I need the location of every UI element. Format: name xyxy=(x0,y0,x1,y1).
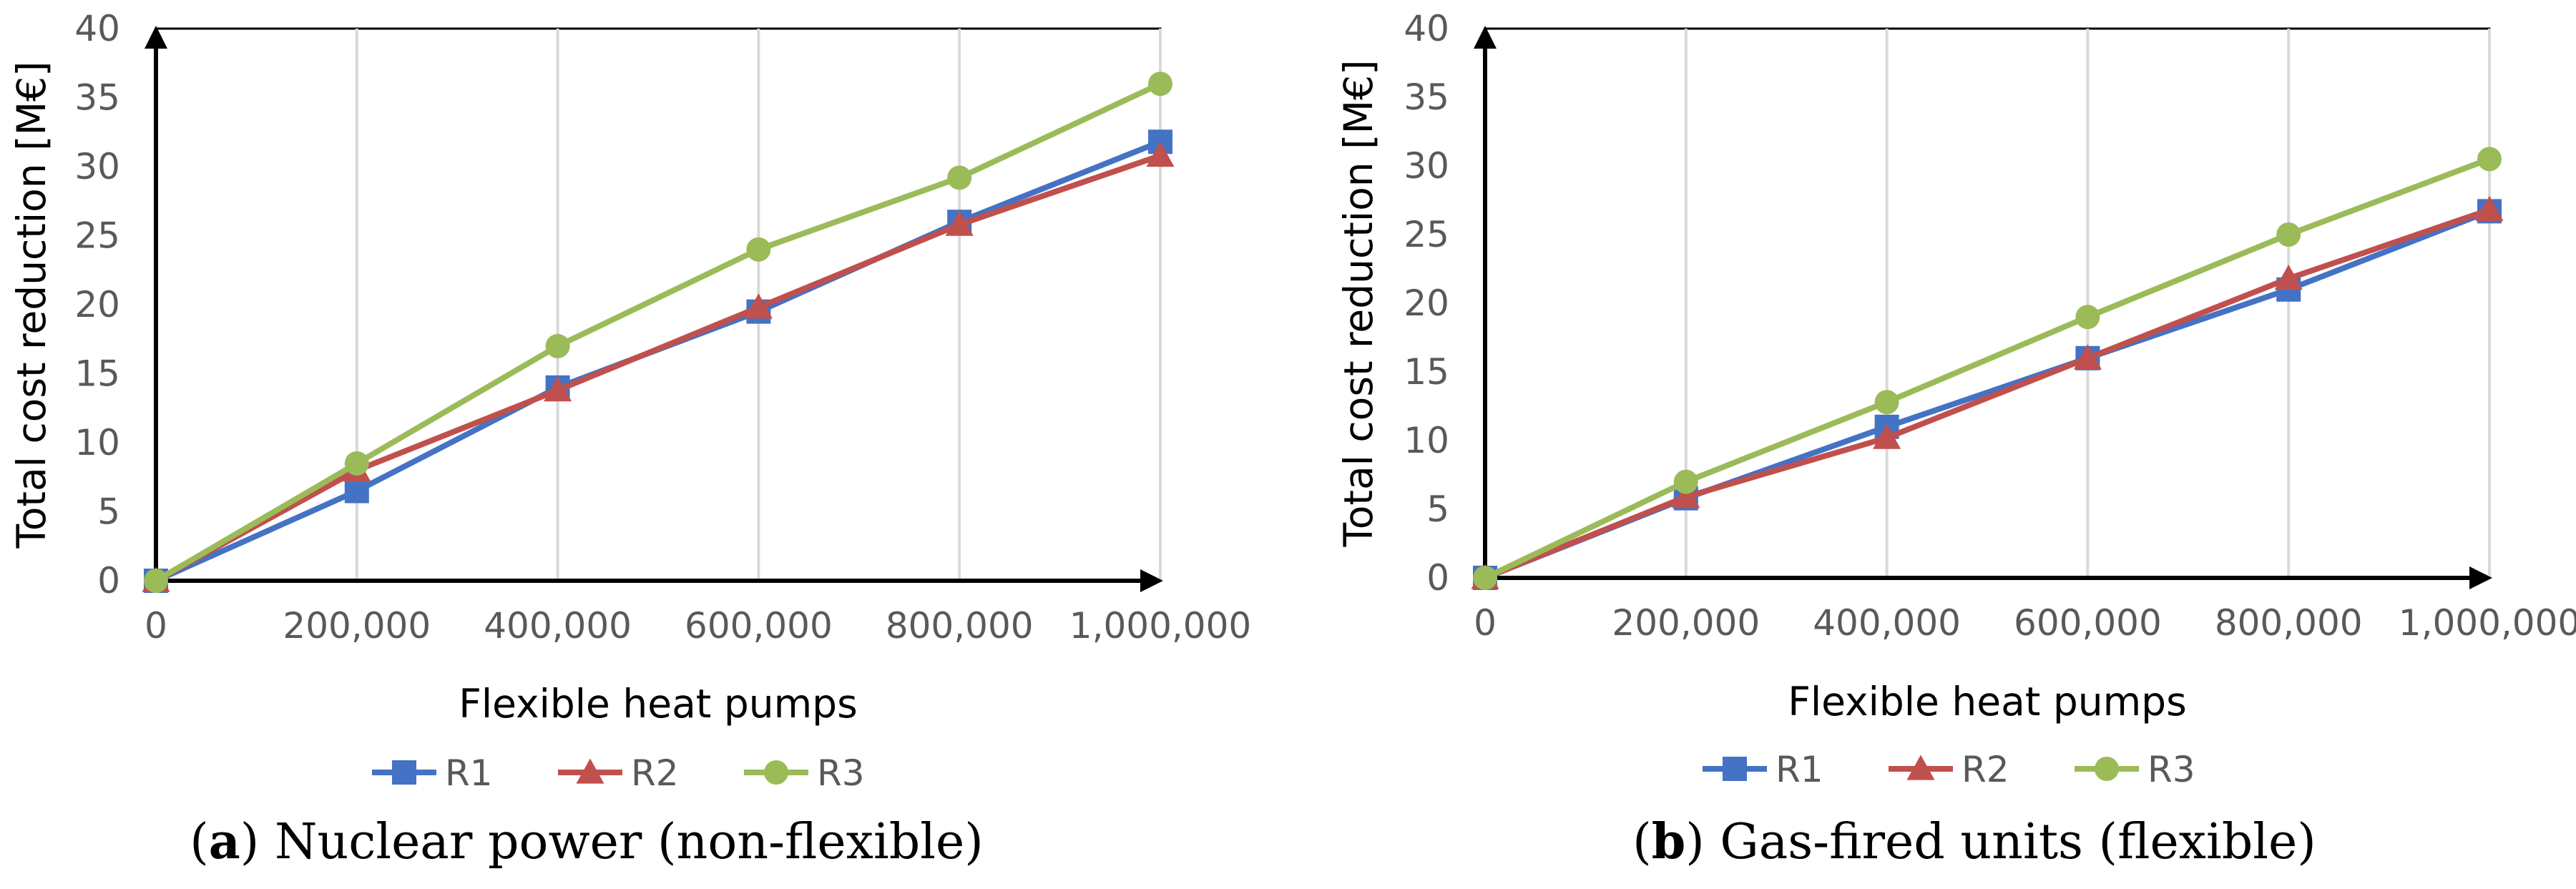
data-point-r2 xyxy=(1873,423,1901,449)
caption-letter: b xyxy=(1652,813,1686,870)
x-axis-title: Flexible heat pumps xyxy=(459,681,858,727)
y-tick-label: 15 xyxy=(1404,351,1449,393)
x-tick-label: 0 xyxy=(145,605,167,647)
legend-marker-r3 xyxy=(2095,757,2119,781)
y-tick-label: 30 xyxy=(1404,145,1449,187)
x-tick-label: 0 xyxy=(1474,602,1497,644)
y-tick-label: 35 xyxy=(74,77,120,119)
caption-text: ) Gas-fired units (flexible) xyxy=(1685,814,2316,870)
legend-label-r1: R1 xyxy=(1776,749,1823,790)
y-tick-label: 10 xyxy=(74,422,120,463)
y-tick-label: 20 xyxy=(74,284,120,325)
y-tick-label: 10 xyxy=(1404,420,1449,461)
data-point-r3 xyxy=(1673,469,1698,494)
data-point-r2 xyxy=(744,293,773,319)
legend-marker-r1 xyxy=(1723,757,1747,781)
legend-label-r2: R2 xyxy=(631,752,679,794)
legend-label-r3: R3 xyxy=(817,752,865,794)
x-axis-arrow-icon xyxy=(1140,569,1163,592)
legend-marker-r2 xyxy=(576,758,604,784)
y-tick-label: 25 xyxy=(74,215,120,257)
x-tick-label: 1,000,000 xyxy=(1069,605,1251,647)
plot-frame xyxy=(1484,27,2491,579)
data-point-r3 xyxy=(545,333,570,358)
legend-label-r2: R2 xyxy=(1962,749,2009,790)
panel-caption: (b) Gas-fired units (flexible) xyxy=(1632,813,2316,870)
x-tick-label: 800,000 xyxy=(2215,602,2363,644)
x-axis-arrow-icon xyxy=(2469,566,2492,589)
series-line-r1 xyxy=(1484,208,2491,581)
data-point-r3 xyxy=(2276,222,2301,247)
series-line-r3 xyxy=(1484,156,2491,581)
data-point-r2 xyxy=(2073,344,2102,370)
series-line-r2 xyxy=(155,152,1162,584)
x-tick-label: 600,000 xyxy=(2014,602,2162,644)
data-point-r3 xyxy=(746,237,771,262)
data-point-r2 xyxy=(2274,264,2303,290)
x-tick-labels: 0 200,000 400,000 600,000 800,000 1,000,000 xyxy=(1474,602,2576,644)
y-tick-label: 30 xyxy=(74,146,120,187)
y-tick-label: 5 xyxy=(97,491,120,533)
data-point-r3 xyxy=(1148,72,1172,97)
chart-panel-b: 0 5 10 15 20 25 30 35 40 0 200,000 400,000 600,000 8… xyxy=(1336,8,2576,870)
caption-letter: a xyxy=(209,813,240,870)
y-tick-label: 35 xyxy=(1404,77,1449,118)
series-layer xyxy=(1471,147,2504,590)
x-tick-labels: 0 200,000 400,000 600,000 800,000 1,000,000 xyxy=(145,605,1251,647)
y-axis-arrow-icon xyxy=(145,26,167,49)
caption-open: ( xyxy=(1632,814,1652,870)
y-axis-title: Total cost reduction [M€] xyxy=(1336,60,1381,548)
series-line-r2 xyxy=(1484,207,2491,581)
x-tick-label: 600,000 xyxy=(685,605,833,647)
y-tick-label: 15 xyxy=(74,353,120,395)
data-point-r3 xyxy=(2075,305,2100,330)
y-axis-arrow-icon xyxy=(1474,26,1497,49)
grid-lines xyxy=(1684,29,2491,578)
y-tick-labels: 0 5 10 15 20 25 30 35 40 xyxy=(74,8,120,601)
x-tick-label: 200,000 xyxy=(283,605,431,647)
data-point-r3 xyxy=(1874,390,1899,415)
legend-label-r1: R1 xyxy=(445,752,493,794)
y-tick-label: 25 xyxy=(1404,214,1449,255)
data-point-r3 xyxy=(947,165,972,190)
data-point-r2 xyxy=(2475,195,2504,222)
y-tick-label: 0 xyxy=(97,560,120,601)
legend-marker-r1 xyxy=(392,760,416,785)
x-tick-label: 200,000 xyxy=(1612,602,1760,644)
y-axis-title: Total cost reduction [M€] xyxy=(9,62,54,549)
chart-panel-a: 0 5 10 15 20 25 30 35 40 0 200,000 400,000 600,000 8… xyxy=(9,8,1251,870)
data-point-r3 xyxy=(1473,566,1497,590)
y-tick-label: 40 xyxy=(1404,8,1449,49)
panel-caption: (a) Nuclear power (non-flexible) xyxy=(190,813,984,870)
x-tick-label: 400,000 xyxy=(1813,602,1961,644)
y-tick-label: 5 xyxy=(1426,488,1449,530)
legend: R1 R2 R3 xyxy=(1703,749,2195,790)
legend-marker-r3 xyxy=(764,760,788,785)
data-point-r3 xyxy=(144,569,168,593)
data-point-r2 xyxy=(1672,483,1700,509)
y-tick-label: 20 xyxy=(1404,283,1449,324)
series-layer xyxy=(142,72,1175,593)
data-point-r3 xyxy=(2477,147,2502,172)
data-point-r2 xyxy=(544,376,572,402)
x-tick-label: 400,000 xyxy=(484,605,632,647)
y-tick-labels: 0 5 10 15 20 25 30 35 40 xyxy=(1404,8,1449,599)
legend: R1 R2 R3 xyxy=(372,752,865,794)
y-tick-label: 40 xyxy=(74,8,120,49)
data-point-r3 xyxy=(344,451,369,476)
x-tick-label: 800,000 xyxy=(886,605,1034,647)
legend-label-r3: R3 xyxy=(2148,749,2195,790)
x-axis-title: Flexible heat pumps xyxy=(1788,679,2187,725)
data-point-r2 xyxy=(1146,142,1175,167)
legend-marker-r2 xyxy=(1906,755,1935,780)
data-point-r2 xyxy=(945,210,974,236)
data-point-r1 xyxy=(344,478,369,504)
caption-text: ) Nuclear power (non-flexible) xyxy=(240,814,984,870)
series-line-r3 xyxy=(154,81,1162,584)
x-tick-label: 1,000,000 xyxy=(2399,602,2576,644)
caption-open: ( xyxy=(190,814,209,870)
y-tick-label: 0 xyxy=(1426,557,1449,599)
